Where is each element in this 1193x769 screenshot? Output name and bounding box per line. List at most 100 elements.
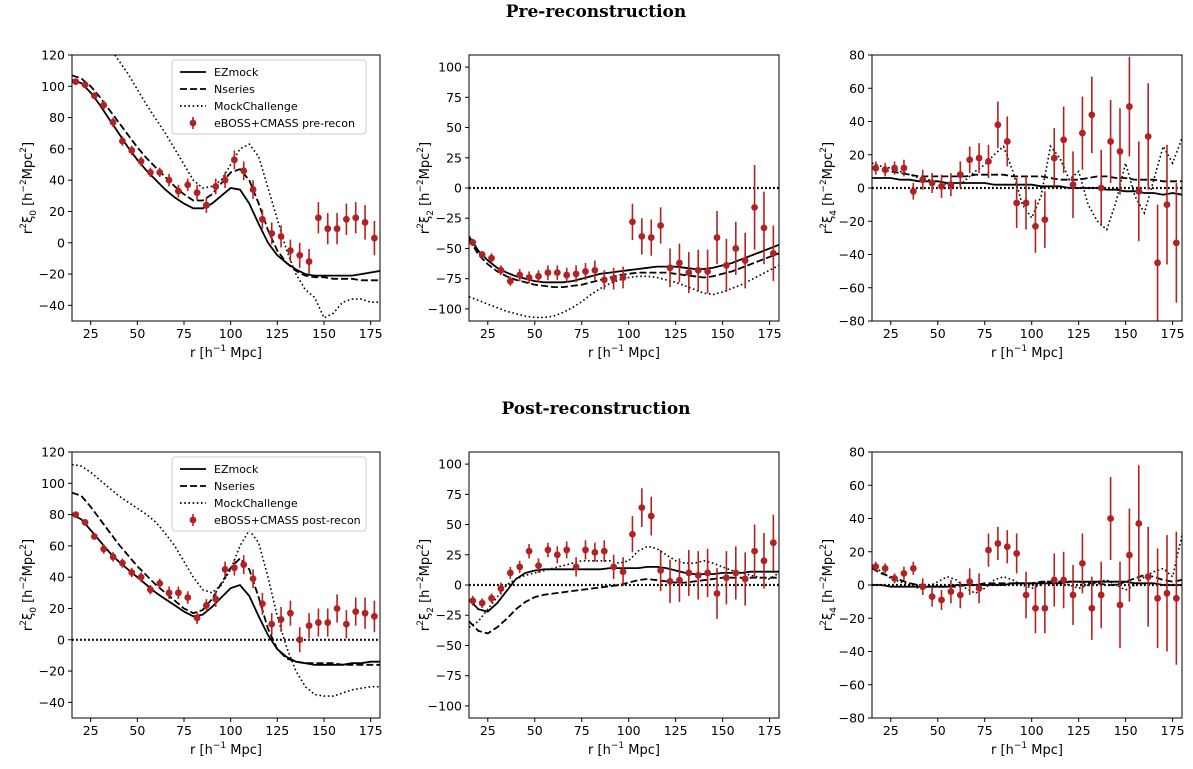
data-point [1079, 129, 1086, 137]
x-tick-label: 125 [265, 723, 289, 738]
legend-entry-label: eBOSS+CMASS post-recon [214, 514, 361, 527]
data-point [1172, 239, 1180, 247]
data-point [985, 546, 992, 554]
data-point [221, 176, 229, 184]
data-point [221, 565, 229, 573]
data-point [647, 234, 655, 241]
axes-frame [871, 54, 1183, 322]
x-tick-label: 150 [1114, 326, 1138, 341]
data-point [909, 564, 917, 572]
data-point [751, 203, 758, 211]
data-point [872, 164, 880, 172]
data-point [175, 589, 182, 597]
data-point [881, 166, 889, 174]
y-tick-label: 100 [438, 60, 462, 75]
x-tick-label: 25 [883, 723, 899, 738]
data-point [1050, 576, 1058, 584]
y-tick-label: 60 [849, 81, 865, 96]
data-point [100, 101, 108, 109]
data-point [657, 567, 665, 574]
data-point [1107, 138, 1115, 145]
y-axis-label: r2ξ0 [h−2Mpc2] [19, 539, 39, 631]
data-point [1135, 520, 1143, 527]
data-point [928, 179, 936, 187]
data-point [1154, 259, 1161, 267]
x-tick-label: 25 [480, 723, 496, 738]
data-point [760, 557, 768, 565]
data-point [769, 249, 777, 257]
data-point [1060, 136, 1068, 144]
x-tick-label: 100 [1020, 326, 1044, 341]
x-tick-label: 150 [1114, 723, 1138, 738]
data-point [240, 561, 248, 569]
y-tick-label: 20 [849, 544, 865, 559]
data-point [919, 583, 927, 591]
data-point [361, 609, 369, 617]
x-tick-label: 50 [930, 723, 946, 738]
data-point [909, 187, 917, 195]
x-tick-label: 25 [83, 326, 99, 341]
legend-entry-label: Nseries [214, 83, 255, 96]
data-point [1116, 148, 1124, 155]
y-tick-label: 75 [446, 90, 462, 105]
legend-box [171, 59, 367, 135]
data-point [1041, 216, 1049, 223]
data-point [1097, 591, 1105, 599]
y-tick-label: 80 [49, 110, 65, 125]
y-tick-label: −20 [39, 267, 65, 282]
data-point [1032, 222, 1039, 230]
series-nseries-line [469, 576, 779, 635]
plot-area [872, 465, 1182, 665]
x-tick-label: 75 [574, 723, 590, 738]
data-point [704, 569, 712, 577]
y-tick-label: 0 [454, 578, 462, 593]
data-point [966, 156, 974, 164]
data-point [371, 234, 378, 242]
data-point [147, 168, 154, 176]
y-tick-label: 20 [849, 147, 865, 162]
data-point [1154, 594, 1161, 602]
y-tick-label: −60 [839, 280, 865, 295]
data-point [591, 266, 599, 274]
data-point [666, 264, 674, 272]
data-point [563, 271, 571, 279]
data-point [956, 591, 964, 599]
data-point [81, 81, 89, 89]
data-point [1069, 591, 1077, 599]
data-point [165, 176, 173, 184]
data-point [478, 251, 486, 258]
series-mockchallenge-line [469, 545, 779, 628]
y-tick-label: 40 [849, 511, 865, 526]
x-tick-label: 100 [219, 723, 243, 738]
data-point [277, 233, 285, 240]
y-tick-label: 20 [49, 204, 65, 219]
series-mockchallenge-line [114, 55, 380, 319]
panel-0: 25 50 75 100 125 150 175 −40 −20 0 20 40 60 80 100 120 r… [19, 48, 383, 362]
data-point [647, 512, 655, 520]
series-nseries-line [872, 167, 1182, 183]
data-point [231, 564, 238, 572]
y-tick-label: −40 [839, 644, 865, 659]
x-tick-label: 125 [265, 326, 289, 341]
data-point [732, 569, 740, 577]
y-tick-label: −50 [436, 638, 462, 653]
data-point [872, 563, 880, 571]
axes-frame [871, 451, 1183, 719]
data-point [1079, 559, 1086, 567]
legend: EZmock Nseries MockChallenge eBOSS+CMASS pr… [171, 59, 367, 135]
data-point [259, 600, 266, 608]
data-point [165, 589, 173, 597]
y-tick-label: 0 [857, 578, 865, 593]
data-point [1013, 199, 1021, 207]
data-point [81, 519, 89, 526]
data-point [881, 564, 889, 572]
data-point [324, 619, 332, 626]
data-point [629, 218, 636, 226]
y-tick-label: 80 [849, 445, 865, 460]
y-tick-label: 25 [446, 150, 462, 165]
x-tick-label: 100 [617, 326, 641, 341]
data-point [994, 540, 1002, 547]
y-tick-label: 120 [41, 445, 65, 460]
y-tick-label: 80 [849, 48, 865, 63]
panels: 25 50 75 100 125 150 175 −40 −20 0 20 40 60 80 100 120 r… [19, 48, 1185, 759]
